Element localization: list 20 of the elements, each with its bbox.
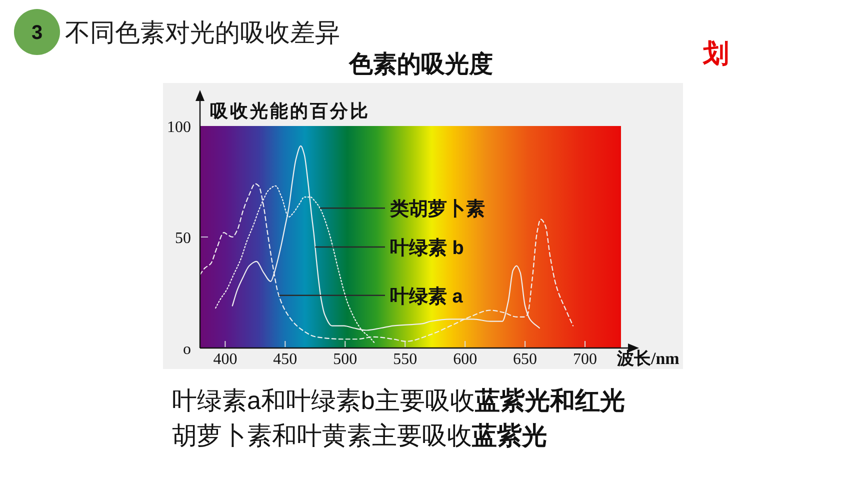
xtick-label: 450 [273, 351, 298, 368]
xlabel: 波长/nm [617, 349, 680, 368]
annotation: 叶绿素a和叶绿素b主要吸收 [172, 387, 475, 415]
annotation: 划 [703, 38, 729, 68]
annotation: 胡萝卜素和叶黄素主要吸收 [172, 422, 472, 450]
ylabel: 吸收光能的百分比 [210, 101, 370, 121]
ytick-label: 50 [175, 230, 191, 247]
annotation: 蓝紫光 [472, 422, 547, 450]
xtick-label: 700 [573, 351, 598, 368]
xtick-label: 600 [453, 351, 478, 368]
annotation: 不同色素对光的吸收差异 [65, 19, 340, 47]
title: 色素的吸光度 [349, 51, 493, 78]
xtick-label: 500 [333, 351, 358, 368]
xtick-label: 550 [393, 351, 418, 368]
ytick-label: o [183, 341, 191, 358]
xtick-label: 650 [513, 351, 538, 368]
annotation: 3 [31, 22, 43, 44]
annotation: 蓝紫光和红光 [474, 387, 625, 415]
ytick-label: 100 [167, 119, 191, 136]
xtick-label: 400 [213, 351, 238, 368]
